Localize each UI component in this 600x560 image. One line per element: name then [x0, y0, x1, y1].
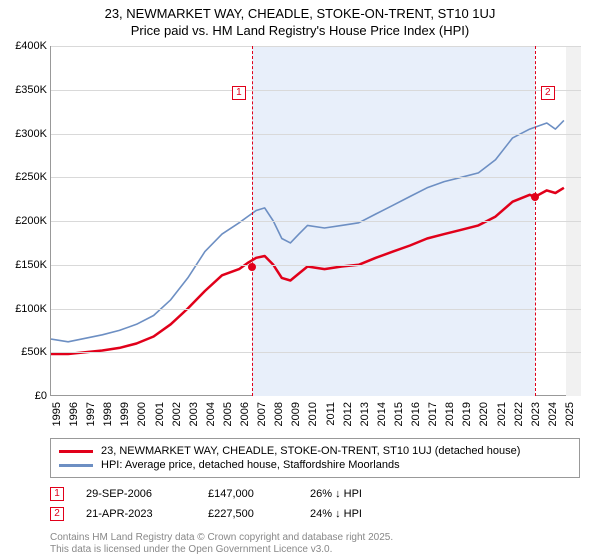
event-vline: [535, 46, 536, 396]
chart-area: £0£50K£100K£150K£200K£250K£300K£350K£400…: [50, 46, 580, 396]
sale-row: 2 21-APR-2023 £227,500 24% ↓ HPI: [50, 504, 580, 524]
x-axis-label: 2024: [547, 402, 559, 426]
x-axis-label: 2025: [564, 402, 576, 426]
footnote-line1: Contains HM Land Registry data © Crown c…: [50, 532, 393, 544]
sale-row: 1 29-SEP-2006 £147,000 26% ↓ HPI: [50, 484, 580, 504]
sale-date: 21-APR-2023: [86, 508, 186, 520]
x-axis-label: 1996: [68, 402, 80, 426]
legend-box: 23, NEWMARKET WAY, CHEADLE, STOKE-ON-TRE…: [50, 438, 580, 478]
event-dot: [248, 263, 256, 271]
legend-label: 23, NEWMARKET WAY, CHEADLE, STOKE-ON-TRE…: [101, 445, 520, 457]
x-axis-label: 2008: [273, 402, 285, 426]
x-axis-label: 1998: [102, 402, 114, 426]
sale-pct-vs-hpi: 24% ↓ HPI: [310, 508, 400, 520]
x-axis-label: 2005: [222, 402, 234, 426]
y-axis-label: £350K: [3, 84, 47, 96]
chart-title-subtitle: Price paid vs. HM Land Registry's House …: [0, 23, 600, 38]
y-gridline: [51, 46, 581, 47]
legend-item: HPI: Average price, detached house, Staf…: [59, 458, 571, 472]
y-axis-label: £400K: [3, 40, 47, 52]
x-axis-label: 2002: [171, 402, 183, 426]
sale-date: 29-SEP-2006: [86, 488, 186, 500]
x-axis-label: 2022: [513, 402, 525, 426]
chart-title-address: 23, NEWMARKET WAY, CHEADLE, STOKE-ON-TRE…: [0, 6, 600, 21]
legend-swatch: [59, 464, 93, 467]
x-axis-label: 2012: [342, 402, 354, 426]
x-axis-label: 2020: [478, 402, 490, 426]
y-axis-label: £250K: [3, 171, 47, 183]
series-property: [51, 188, 564, 354]
y-gridline: [51, 134, 581, 135]
x-axis-label: 2021: [496, 402, 508, 426]
sale-pct-vs-hpi: 26% ↓ HPI: [310, 488, 400, 500]
data-attribution: Contains HM Land Registry data © Crown c…: [50, 532, 393, 556]
y-axis-label: £50K: [3, 346, 47, 358]
y-gridline: [51, 265, 581, 266]
x-axis-label: 2016: [410, 402, 422, 426]
y-axis-label: £0: [3, 390, 47, 402]
sale-price: £227,500: [208, 508, 288, 520]
x-axis-label: 1995: [51, 402, 63, 426]
x-axis-label: 2015: [393, 402, 405, 426]
x-axis-label: 1999: [119, 402, 131, 426]
y-axis-label: £300K: [3, 128, 47, 140]
y-axis-label: £100K: [3, 303, 47, 315]
legend-swatch: [59, 450, 93, 453]
y-gridline: [51, 352, 581, 353]
event-marker: 1: [232, 86, 246, 100]
sale-marker: 1: [50, 487, 64, 501]
x-axis-label: 2009: [290, 402, 302, 426]
x-axis-label: 2014: [376, 402, 388, 426]
x-axis-label: 2011: [325, 402, 337, 426]
x-axis-label: 2018: [444, 402, 456, 426]
y-axis-label: £150K: [3, 259, 47, 271]
event-vline: [252, 46, 253, 396]
x-axis-label: 2007: [256, 402, 268, 426]
y-gridline: [51, 221, 581, 222]
x-axis-label: 2023: [530, 402, 542, 426]
x-axis-label: 2013: [359, 402, 371, 426]
legend-item: 23, NEWMARKET WAY, CHEADLE, STOKE-ON-TRE…: [59, 444, 571, 458]
x-axis-label: 2006: [239, 402, 251, 426]
x-axis-label: 2010: [307, 402, 319, 426]
x-axis-label: 2003: [188, 402, 200, 426]
x-axis-label: 1997: [85, 402, 97, 426]
footnote-line2: This data is licensed under the Open Gov…: [50, 544, 393, 556]
y-axis-label: £200K: [3, 215, 47, 227]
x-axis-label: 2019: [461, 402, 473, 426]
plot-region: £0£50K£100K£150K£200K£250K£300K£350K£400…: [50, 46, 580, 396]
sale-marker: 2: [50, 507, 64, 521]
y-gridline: [51, 309, 581, 310]
event-dot: [531, 193, 539, 201]
y-gridline: [51, 90, 581, 91]
sales-list: 1 29-SEP-2006 £147,000 26% ↓ HPI 2 21-APR-202…: [50, 484, 580, 524]
chart-title-block: 23, NEWMARKET WAY, CHEADLE, STOKE-ON-TRE…: [0, 0, 600, 42]
sale-price: £147,000: [208, 488, 288, 500]
x-axis-label: 2001: [154, 402, 166, 426]
x-axis-label: 2000: [136, 402, 148, 426]
event-marker: 2: [541, 86, 555, 100]
y-gridline: [51, 177, 581, 178]
legend-label: HPI: Average price, detached house, Staf…: [101, 459, 400, 471]
x-axis-label: 2004: [205, 402, 217, 426]
x-axis-label: 2017: [427, 402, 439, 426]
